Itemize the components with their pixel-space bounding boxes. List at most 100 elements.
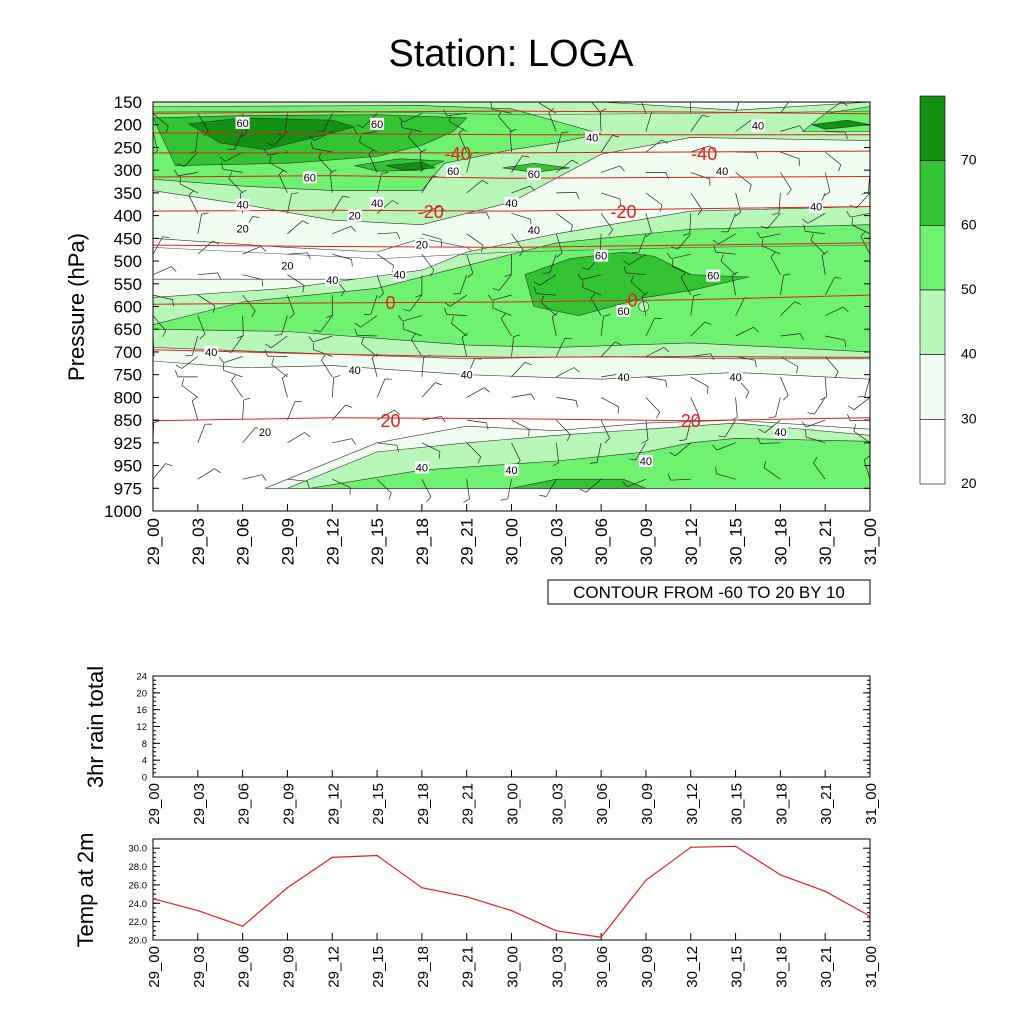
temp-point xyxy=(286,886,289,889)
temperature-contour-label: -40 xyxy=(691,144,717,164)
wind-barb xyxy=(332,225,356,235)
wind-barb xyxy=(758,419,781,434)
wind-barb xyxy=(680,272,692,296)
wind-barb xyxy=(555,131,569,153)
temp-axis-label: Temp at 2m xyxy=(73,833,98,948)
wind-barb xyxy=(228,171,243,194)
wind-barb xyxy=(287,274,305,293)
wind-barb xyxy=(622,478,647,488)
pressure-tick-label: 250 xyxy=(114,138,142,157)
wind-barb xyxy=(690,114,710,132)
humidity-contour-label: 40 xyxy=(204,345,219,359)
wind-barb xyxy=(511,419,530,437)
wind-barb xyxy=(720,254,736,275)
wind-barb xyxy=(359,135,378,153)
wind-barb xyxy=(802,212,826,224)
svg-text:40: 40 xyxy=(617,372,629,384)
wind-barb xyxy=(487,294,512,301)
wind-barb xyxy=(153,419,154,421)
wind-barb xyxy=(824,151,842,172)
temperature-contour-label: 20 xyxy=(681,411,701,431)
pressure-tick-label: 350 xyxy=(114,184,142,203)
humidity-contour-label: 20 xyxy=(280,259,295,273)
wind-barb xyxy=(411,333,423,357)
wind-barb xyxy=(376,200,399,214)
temperature-contour-line xyxy=(153,110,870,115)
pressure-tick-label: 925 xyxy=(114,434,142,453)
wind-barb xyxy=(770,251,781,275)
wind-barb xyxy=(332,253,353,267)
wind-barb xyxy=(453,274,468,295)
time-tick-label: 29_00 xyxy=(144,518,163,565)
humidity-fills xyxy=(153,102,870,489)
wind-barb xyxy=(763,460,781,480)
wind-barb xyxy=(500,479,512,501)
wind-barb xyxy=(731,271,739,296)
svg-text:40: 40 xyxy=(461,370,473,382)
pressure-tick-label: 550 xyxy=(114,275,142,294)
wind-barb xyxy=(807,397,826,415)
svg-text:40: 40 xyxy=(810,202,822,214)
time-tick-label: 29_09 xyxy=(280,783,297,825)
wind-barb xyxy=(825,306,849,316)
rh-60-70-region xyxy=(511,478,647,489)
wind-barb xyxy=(458,128,468,153)
pressure-axis: 1502002503003504004505005506006507007508… xyxy=(104,93,870,521)
wind-barb xyxy=(813,456,826,480)
wind-barb xyxy=(398,113,423,123)
wind-barb xyxy=(630,275,647,296)
wind-barb xyxy=(869,294,870,296)
wind-barb xyxy=(600,314,611,337)
wind-barb xyxy=(511,155,530,173)
wind-barb xyxy=(421,233,443,247)
rain-axes: 0 4 8 12 16 20 24 29_00 29_03 29_06 29_09 29_12 29_1… xyxy=(136,672,880,825)
svg-text:60: 60 xyxy=(707,271,719,283)
temperature-contour-label: 0 xyxy=(627,291,637,311)
wind-barb xyxy=(690,102,692,114)
humidity-contour-label: 20 xyxy=(235,222,250,235)
wind-barb xyxy=(466,254,474,278)
svg-text:40: 40 xyxy=(774,427,786,439)
wind-barb xyxy=(718,419,736,438)
time-tick-label: 29_12 xyxy=(325,946,342,988)
pressure-tick-label: 600 xyxy=(114,298,142,317)
y-tick-label: 20 xyxy=(136,688,147,699)
wind-barb xyxy=(780,125,805,132)
wind-barb xyxy=(715,466,736,480)
wind-barb xyxy=(869,336,870,337)
time-tick-label: 30_18 xyxy=(773,783,790,825)
humidity-contour-label: 60 xyxy=(616,305,631,318)
wind-barb xyxy=(690,172,711,186)
wind-barb xyxy=(511,393,536,401)
wind-barb xyxy=(356,113,378,128)
wind-barb xyxy=(591,102,602,114)
wind-barb xyxy=(645,192,663,212)
svg-text:40: 40 xyxy=(416,462,428,474)
wind-barb xyxy=(463,479,470,503)
temp-point xyxy=(376,854,378,857)
temperature-contour-label: 20 xyxy=(380,411,400,431)
svg-text:60: 60 xyxy=(617,306,629,318)
wind-barb xyxy=(329,169,337,193)
wind-barb xyxy=(511,334,521,357)
wind-barb xyxy=(760,213,781,229)
wind-barb xyxy=(556,367,580,378)
wind-barb xyxy=(227,131,243,151)
temp-point xyxy=(645,879,647,882)
wind-barb xyxy=(848,397,870,411)
wind-barb xyxy=(579,478,602,493)
wind-barb xyxy=(641,102,647,114)
wind-barb xyxy=(863,455,870,480)
wind-barb xyxy=(772,192,781,216)
y-tick-label: 8 xyxy=(142,739,147,750)
svg-text:20: 20 xyxy=(416,240,428,252)
wind-barb xyxy=(421,382,442,398)
pressure-tick-label: 850 xyxy=(114,411,142,430)
wind-barb xyxy=(667,252,691,260)
wind-barb xyxy=(590,442,602,464)
time-tick-label: 30_09 xyxy=(637,518,656,565)
humidity-contour-label: 40 xyxy=(751,119,765,133)
rh-contour-line xyxy=(153,244,870,260)
pressure-tick-label: 450 xyxy=(114,229,142,248)
time-tick-label: 29_06 xyxy=(236,946,253,988)
